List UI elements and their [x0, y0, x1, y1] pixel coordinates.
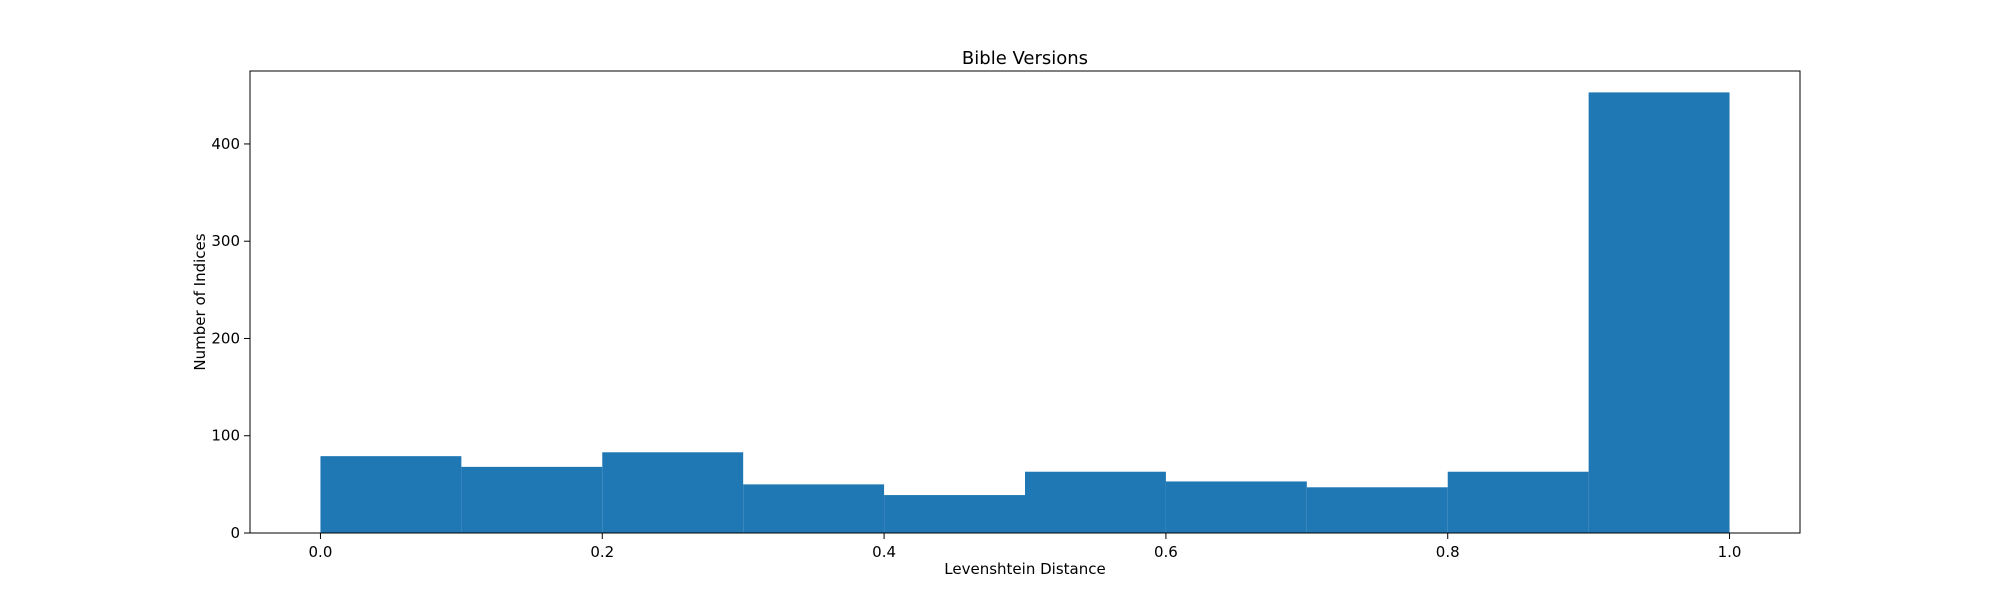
- bar: [461, 466, 603, 533]
- bar: [743, 484, 885, 533]
- plot-frame: [249, 70, 1801, 534]
- bar: [1447, 471, 1589, 533]
- x-tick-label: 1.0: [1718, 543, 1742, 561]
- x-tick-label: 0.6: [1154, 543, 1178, 561]
- y-tick-label: 300: [211, 232, 240, 250]
- bar: [884, 495, 1025, 533]
- x-tick-label: 0.0: [309, 543, 333, 561]
- y-tick-label: 100: [211, 427, 240, 445]
- y-axis-label: Number of Indices: [191, 233, 209, 370]
- bar: [320, 456, 462, 533]
- y-tick-label: 0: [230, 524, 240, 542]
- x-tick-label: 0.8: [1436, 543, 1460, 561]
- bar: [1025, 471, 1166, 533]
- x-tick-label: 0.2: [590, 543, 614, 561]
- bar: [1588, 92, 1730, 534]
- chart-title: Bible Versions: [962, 48, 1088, 69]
- bar: [1306, 487, 1448, 533]
- x-tick-label: 0.4: [872, 543, 896, 561]
- y-tick-label: 200: [211, 329, 240, 347]
- bar: [1165, 481, 1307, 533]
- x-axis-label: Levenshtein Distance: [944, 560, 1105, 578]
- y-tick-label: 400: [211, 135, 240, 153]
- bar: [602, 452, 744, 533]
